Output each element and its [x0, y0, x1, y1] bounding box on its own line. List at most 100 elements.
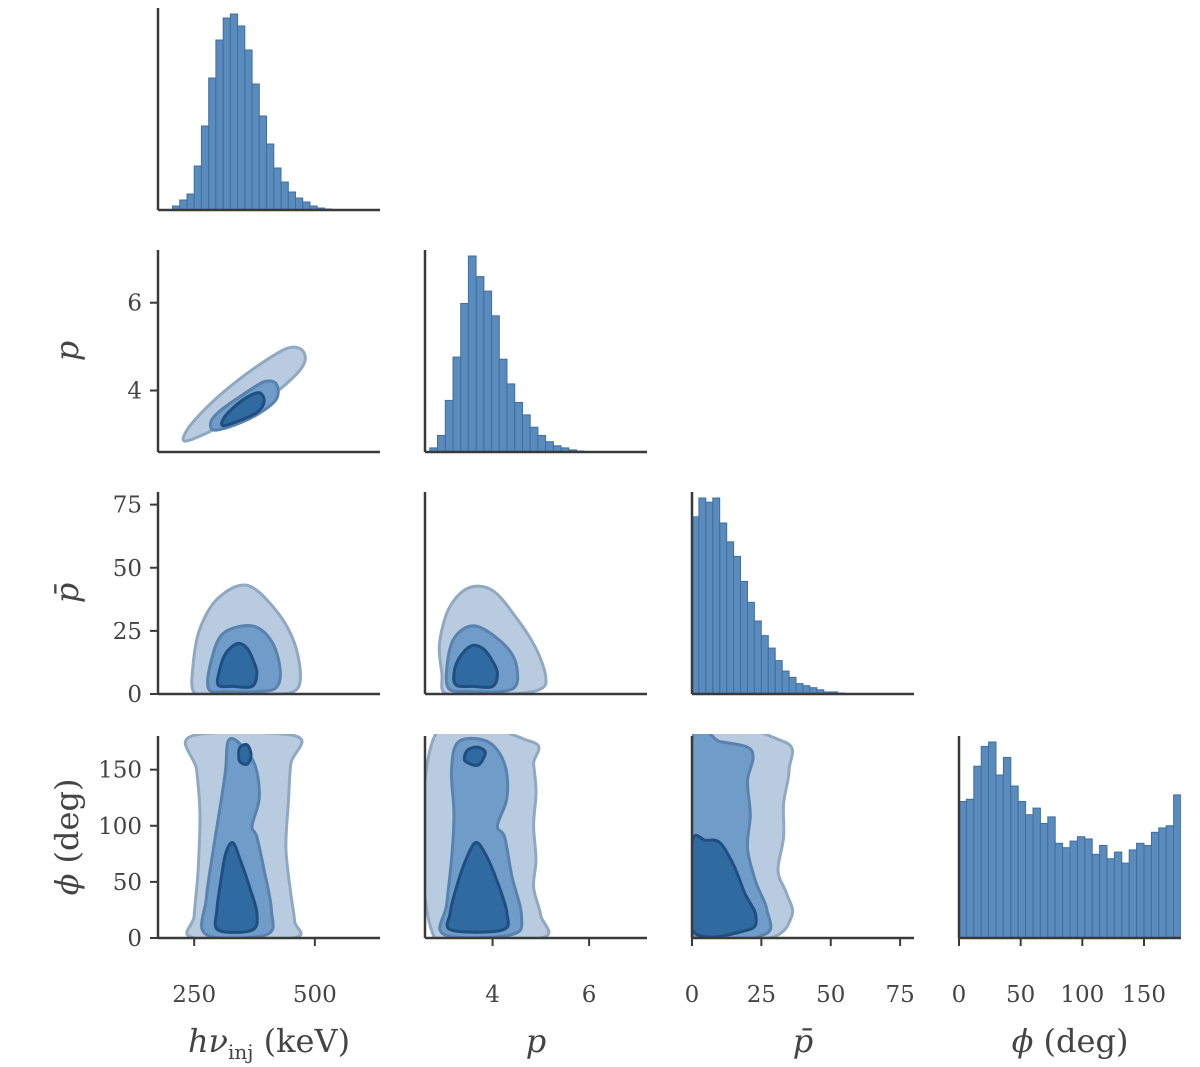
hist-bar: [460, 303, 469, 452]
hist-bar: [1113, 851, 1123, 938]
hist-bar: [475, 276, 485, 452]
hist-bar: [295, 197, 304, 210]
x-tick-label: 25: [747, 982, 776, 1008]
hist-bar: [988, 741, 997, 938]
hist-bar: [506, 383, 516, 452]
hist-bar: [1025, 814, 1034, 938]
histogram-phi: [959, 741, 1181, 938]
y-tick-label: 4: [127, 379, 142, 405]
hist-bar: [1017, 801, 1027, 938]
y-tick-label: 100: [98, 814, 142, 840]
hist-bar: [760, 635, 769, 694]
hist-bar: [491, 315, 500, 452]
hist-bar: [266, 143, 275, 210]
y-axis-label-phi: ϕ (deg): [48, 779, 86, 896]
histogram-hnu: [172, 13, 333, 210]
hist-bar: [1084, 838, 1093, 938]
axes-r2-c0: 0 25 50 75: [113, 492, 380, 708]
hist-bar: [1010, 785, 1019, 938]
hist-bar: [186, 193, 195, 210]
contours-p-vs-hnu: [181, 345, 307, 443]
contours-pbar-vs-p: [437, 584, 548, 694]
axes-r1-c1: [423, 250, 647, 454]
contour-level-inner: [445, 841, 510, 934]
axes-r0-c0: [156, 8, 380, 212]
histogram-pbar: [692, 497, 846, 694]
y-tick-label: 25: [113, 619, 142, 645]
hist-bar: [251, 83, 260, 210]
x-tick-label: 50: [1006, 982, 1035, 1008]
hist-bar: [965, 798, 975, 938]
hist-bar: [712, 497, 721, 694]
contours-phi-vs-p: [425, 734, 551, 938]
hist-bar: [1136, 842, 1145, 938]
hist-bar: [788, 676, 797, 694]
y-tick-label: 0: [127, 926, 142, 952]
hist-bar: [215, 39, 224, 210]
contours-phi-vs-pbar: [692, 734, 795, 938]
hist-bar: [705, 501, 714, 694]
axes-r3-c0: 250 500 0 50 100 150: [98, 736, 380, 1008]
hist-bar: [452, 356, 462, 452]
hist-bar: [237, 25, 246, 210]
y-tick-label: 0: [127, 682, 142, 708]
hist-bar: [774, 660, 783, 694]
hist-bar: [781, 670, 790, 694]
hist-bar: [537, 435, 547, 452]
hist-bar: [1062, 847, 1071, 938]
contours-pbar-vs-hnu: [190, 583, 302, 694]
hist-bar: [1032, 807, 1041, 938]
y-tick-label: 50: [113, 556, 142, 582]
y-tick-label: 50: [113, 870, 142, 896]
axes-r3-c2: 0 25 50 75: [685, 736, 915, 1008]
hist-bar: [244, 49, 253, 210]
hist-bar: [726, 541, 735, 694]
hist-bar: [1069, 840, 1078, 938]
axes-r1-c0: 46: [127, 250, 380, 454]
y-axis-label-pbar: p̄: [48, 583, 86, 603]
x-axis-label-p: p: [526, 1022, 546, 1060]
hist-bar: [529, 426, 539, 452]
hist-bar: [1173, 794, 1181, 938]
hist-bar: [767, 647, 776, 694]
hist-bar: [514, 402, 523, 452]
hist-bar: [1076, 836, 1086, 938]
hist-bar: [1039, 823, 1049, 938]
hist-bar: [193, 165, 202, 210]
contour-level-inner: [213, 841, 259, 934]
hist-bar: [980, 745, 990, 938]
hist-bar: [1143, 845, 1152, 938]
contours-phi-vs-hnu: [183, 734, 304, 938]
hist-bar: [733, 555, 741, 694]
hist-bar: [483, 290, 493, 452]
hist-bar: [973, 765, 982, 938]
y-tick-label: 6: [127, 291, 142, 317]
hist-bar: [1128, 849, 1138, 938]
hist-bar: [258, 115, 267, 210]
hist-bar: [179, 199, 188, 210]
x-axis-label-hnu: hνinj (keV): [188, 1022, 350, 1064]
histogram-p: [429, 255, 585, 452]
x-tick-label: 500: [293, 982, 337, 1008]
hist-bar: [437, 435, 446, 452]
x-tick-label: 4: [485, 982, 500, 1008]
hist-bar: [280, 181, 289, 210]
hist-bar: [740, 580, 748, 694]
hist-bar: [1150, 831, 1160, 938]
hist-bar: [498, 358, 508, 452]
axes-r2-c1: [423, 492, 647, 696]
x-tick-label: 150: [1122, 982, 1166, 1008]
hist-bar: [1158, 827, 1167, 938]
hist-bar: [467, 255, 477, 452]
hist-bar: [1180, 814, 1181, 938]
hist-bar: [1047, 816, 1056, 938]
hist-bar: [287, 191, 296, 210]
axes-r3-c3: 0 50 100 150: [952, 736, 1181, 1008]
hist-bar: [995, 774, 1004, 938]
y-axis-label-p: p: [48, 341, 86, 361]
hist-bar: [273, 167, 282, 210]
contour-level-inner-secondary: [237, 743, 253, 766]
hist-bar: [545, 441, 554, 452]
